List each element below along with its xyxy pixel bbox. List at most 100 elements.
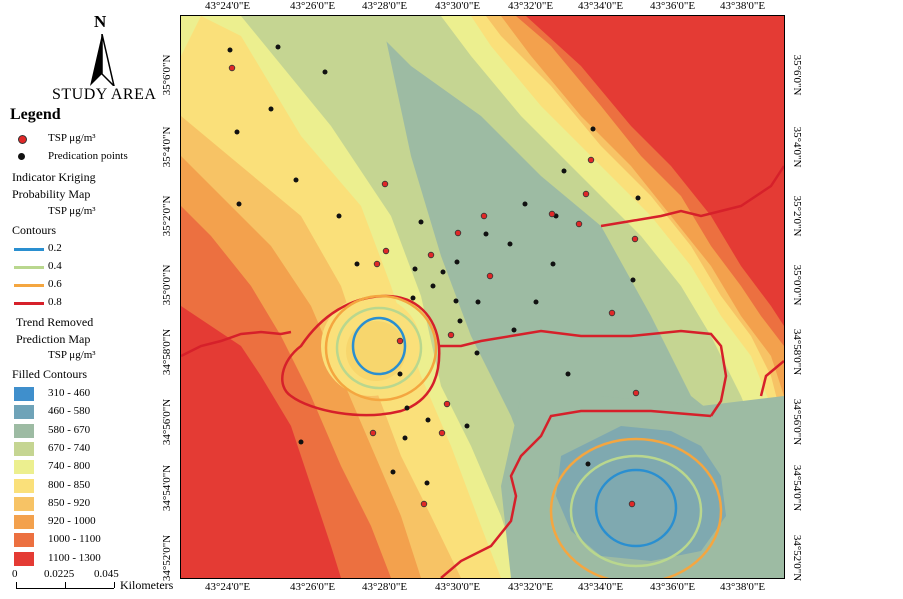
prediction-point (390, 469, 396, 475)
legend-point-tsp: TSP μg/m³ (12, 132, 172, 146)
contour-08-mid (439, 329, 728, 417)
filled-legend-swatch (14, 387, 34, 401)
axis-bottom-label: 43°38'0"E (720, 581, 766, 593)
filled-legend-label: 800 - 850 (48, 478, 91, 491)
se-low-area-2 (556, 426, 726, 561)
scale-tick-mark (65, 582, 66, 588)
scale-bar: 0 0.0225 0.045 Kilometers (10, 568, 173, 596)
filled-legend-swatch (14, 460, 34, 475)
tsp-point (382, 247, 390, 255)
filled-legend-swatch (14, 441, 34, 456)
central-blob-850 (346, 321, 406, 381)
tsp-point (438, 429, 446, 437)
band-1100-1300-sw (181, 306, 341, 578)
prediction-point (454, 259, 460, 265)
contour-line-icon (14, 248, 44, 251)
tsp-point (381, 180, 389, 188)
prediction-point (418, 219, 424, 225)
tsp-point (486, 272, 494, 280)
prediction-point (590, 126, 596, 132)
axis-right-label: 35°4'0"N (791, 126, 803, 168)
ik-title-2: Probability Map (12, 187, 91, 201)
filled-legend-label: 850 - 920 (48, 496, 91, 509)
contour-line-icon (14, 266, 44, 269)
tsp-point (420, 500, 428, 508)
contour-legend-label: 0.2 (48, 242, 62, 254)
filled-legend-label: 580 - 670 (48, 423, 91, 436)
scale-tick-mark (16, 582, 17, 588)
tsp-point (575, 220, 583, 228)
prediction-point (585, 461, 591, 467)
prediction-point (424, 480, 430, 486)
tsp-point (582, 190, 590, 198)
tsp-point (373, 260, 381, 268)
contour-08-west (181, 330, 292, 358)
trend-title-2: Prediction Map (16, 332, 91, 346)
contour-08-east (600, 165, 784, 228)
prediction-point (234, 129, 240, 135)
axis-right-label: 34°58'0"N (791, 328, 803, 376)
axis-top-label: 43°34'0"E (578, 0, 624, 12)
trend-title-1: Trend Removed (16, 315, 94, 329)
contour-legend-02: 0.2 (12, 242, 132, 256)
scale-line (16, 588, 114, 589)
filled-legend-swatch (14, 533, 34, 548)
filled-legend-label: 460 - 580 (48, 405, 91, 418)
contour-04-se (569, 454, 703, 568)
legend-point-pred: Predication points (12, 150, 172, 164)
study-area-label: STUDY AREA (52, 86, 157, 103)
prediction-points (227, 44, 641, 486)
prediction-point (561, 168, 567, 174)
tsp-point (587, 156, 595, 164)
prediction-point (475, 299, 481, 305)
axis-left-label: 34°56'0"N (161, 398, 173, 446)
filled-legend-row: 850 - 920 (0, 496, 150, 512)
filled-legend-row: 1100 - 1300 (0, 551, 150, 567)
filled-legend-swatch (14, 423, 34, 438)
tsp-point (632, 389, 640, 397)
filled-legend-label: 1000 - 1100 (48, 533, 101, 546)
filled-legend-label: 310 - 460 (48, 387, 91, 399)
axis-bottom-label: 43°36'0"E (650, 581, 696, 593)
contour-legend-06: 0.6 (12, 278, 132, 292)
prediction-point (293, 177, 299, 183)
contour-08-se-corner (759, 360, 784, 397)
axis-right-label: 35°6'0"N (791, 54, 803, 96)
prediction-point (464, 423, 470, 429)
north-letter: N (94, 12, 107, 31)
axis-left-label: 34°52'0"N (161, 534, 173, 582)
prediction-point (336, 213, 342, 219)
filled-legend-swatch (14, 405, 34, 420)
filled-legend-label: 670 - 740 (48, 441, 91, 454)
map-frame (180, 15, 785, 579)
axis-bottom-label: 43°28'0"E (362, 581, 408, 593)
ik-title-1: Indicator Kriging (12, 170, 96, 184)
axis-top-label: 43°26'0"E (290, 0, 336, 12)
prediction-point (474, 350, 480, 356)
legend-title: Legend (10, 106, 61, 123)
axis-right-label: 34°52'0"N (791, 534, 803, 582)
filled-legend-swatch (14, 515, 34, 530)
prediction-point (522, 201, 528, 207)
axis-bottom-label: 43°24'0"E (205, 581, 251, 593)
tsp-point (608, 309, 616, 317)
axis-left-label: 35°0'0"N (161, 264, 173, 306)
prediction-point (410, 295, 416, 301)
trend-unit: TSP μg/m³ (48, 349, 96, 361)
axis-top-label: 43°28'0"E (362, 0, 408, 12)
prediction-point (507, 241, 513, 247)
band-1100-1300-ne (526, 16, 784, 326)
axis-left-label: 35°4'0"N (161, 126, 173, 168)
axis-top-label: 43°32'0"E (508, 0, 554, 12)
filled-legend-row: 670 - 740 (0, 441, 150, 457)
prediction-point (404, 405, 410, 411)
legend-point-pred-label: Predication points (48, 150, 128, 162)
axis-bottom-label: 43°34'0"E (578, 581, 624, 593)
tsp-point (427, 251, 435, 259)
ik-unit: TSP μg/m³ (48, 205, 96, 217)
prediction-map (181, 16, 784, 578)
axis-left-label: 35°2'0"N (161, 195, 173, 237)
prediction-point (227, 47, 233, 53)
tsp-point (631, 235, 639, 243)
axis-left-label: 34°54'0"N (161, 464, 173, 512)
